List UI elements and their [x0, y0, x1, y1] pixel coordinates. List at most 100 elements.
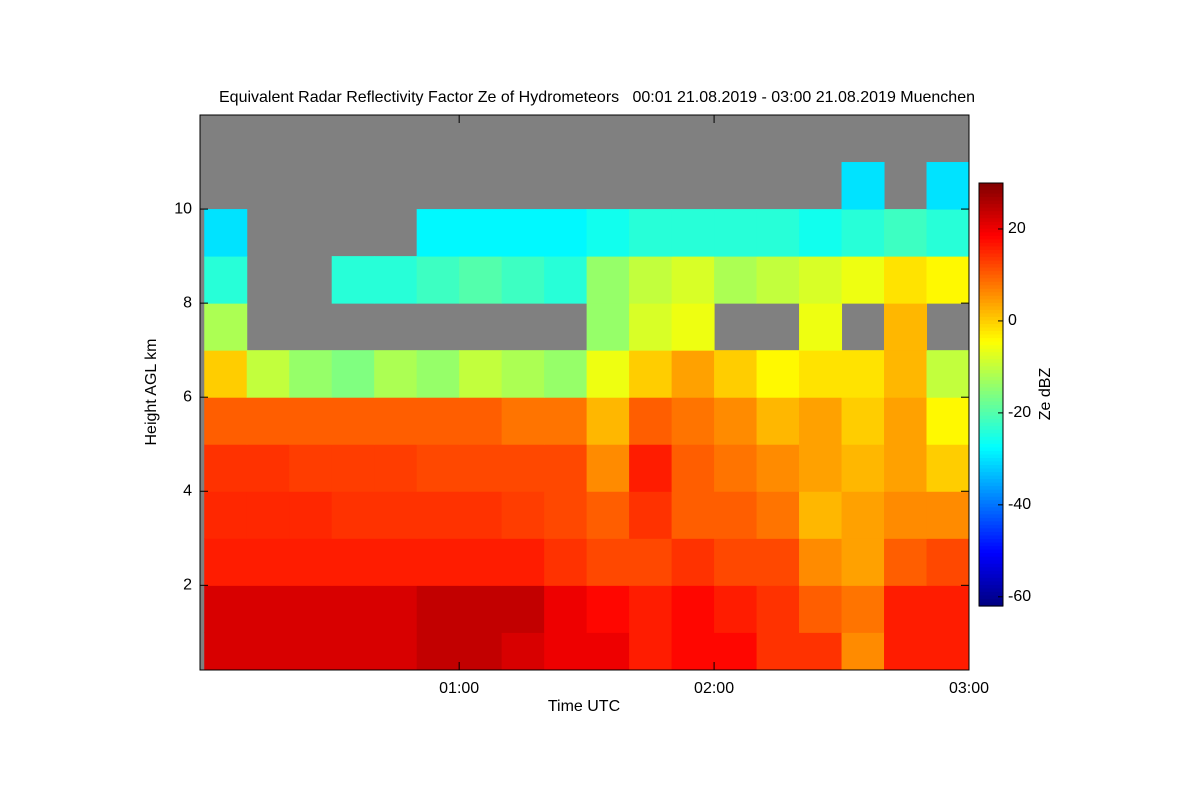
heatmap-cell — [799, 585, 843, 633]
heatmap-cell — [671, 585, 715, 633]
heatmap-cell — [289, 350, 333, 398]
heatmap-cell — [544, 632, 588, 671]
colorbar-segment — [979, 274, 1003, 279]
heatmap-cell — [331, 538, 375, 586]
heatmap-cell — [586, 256, 630, 304]
heatmap-cell — [799, 350, 843, 398]
colorbar-segment — [979, 560, 1003, 565]
heatmap-cell — [756, 444, 800, 492]
colorbar-segment — [979, 422, 1003, 427]
x-axis-label: Time UTC — [548, 698, 620, 715]
heatmap-cell — [629, 538, 673, 586]
heatmap-cell — [459, 350, 503, 398]
colorbar-segment — [979, 295, 1003, 300]
heatmap-cell — [501, 256, 545, 304]
colorbar-segment — [979, 482, 1003, 487]
colorbar-segment — [979, 383, 1003, 389]
colorbar-segment — [979, 316, 1003, 322]
colorbar-segment — [979, 376, 1003, 381]
heatmap-cell — [501, 491, 545, 539]
heatmap-cell — [586, 632, 630, 671]
colorbar-segment — [979, 563, 1003, 568]
colorbar-segment — [979, 225, 1003, 230]
colorbar-segment — [979, 419, 1003, 424]
colorbar-segment — [979, 591, 1003, 597]
colorbar-segment — [979, 468, 1003, 473]
heatmap-cell — [629, 491, 673, 539]
heatmap-cell — [204, 303, 248, 351]
colorbar-segment — [979, 380, 1003, 385]
colorbar-segment — [979, 193, 1003, 198]
heatmap-cell — [416, 397, 460, 445]
heatmap-cell — [926, 162, 970, 210]
heatmap-cell — [671, 491, 715, 539]
heatmap-cell — [756, 350, 800, 398]
heatmap-cell — [926, 538, 970, 586]
colorbar-segment — [979, 412, 1003, 417]
colorbar-segment — [979, 524, 1003, 530]
heatmap-cell — [714, 491, 758, 539]
colorbar-segment — [979, 443, 1003, 448]
colorbar-segment — [979, 546, 1003, 551]
heatmap-cell — [459, 632, 503, 671]
x-tick-label: 01:00 — [439, 680, 479, 697]
heatmap-cell — [289, 538, 333, 586]
colorbar-segment — [979, 278, 1003, 283]
heatmap-cell — [884, 538, 928, 586]
heatmap-cell — [246, 397, 290, 445]
heatmap-cell — [926, 397, 970, 445]
colorbar-label: Ze dBZ — [1037, 368, 1054, 421]
heatmap-cell — [841, 585, 885, 633]
colorbar-segment — [979, 366, 1003, 371]
colorbar-segment — [979, 267, 1003, 272]
heatmap-cell — [884, 397, 928, 445]
y-tick-label: 10 — [174, 200, 192, 217]
heatmap-cell — [714, 444, 758, 492]
heatmap-cell — [331, 491, 375, 539]
colorbar-segment — [979, 338, 1003, 343]
colorbar-segment — [979, 387, 1003, 392]
heatmap-cell — [671, 350, 715, 398]
heatmap-cell — [331, 350, 375, 398]
colorbar-segment — [979, 514, 1003, 519]
colorbar-segment — [979, 503, 1003, 508]
colorbar-segment — [979, 271, 1003, 276]
colorbar-segment — [979, 352, 1003, 357]
colorbar-segment — [979, 355, 1003, 360]
colorbar-segment — [979, 528, 1003, 533]
heatmap-cell — [884, 585, 928, 633]
heatmap-cell — [799, 256, 843, 304]
heatmap-cell — [374, 538, 418, 586]
y-tick-label: 6 — [183, 388, 192, 405]
heatmap-cell — [416, 632, 460, 671]
heatmap-cell — [841, 256, 885, 304]
heatmap-cell — [714, 585, 758, 633]
heatmap-cell — [246, 585, 290, 633]
colorbar-segment — [979, 331, 1003, 336]
heatmap-cell — [671, 397, 715, 445]
colorbar-segment — [979, 299, 1003, 304]
colorbar-segment — [979, 190, 1003, 195]
colorbar-segment — [979, 531, 1003, 537]
heatmap-cell — [544, 209, 588, 257]
colorbar-segment — [979, 183, 1003, 188]
heatmap-cell — [459, 538, 503, 586]
chart-title: Equivalent Radar Reflectivity Factor Ze … — [219, 89, 975, 106]
heatmap-cell — [926, 209, 970, 257]
heatmap-cell — [501, 538, 545, 586]
colorbar-segment — [979, 549, 1003, 554]
heatmap-cell — [544, 538, 588, 586]
colorbar-segment — [979, 345, 1003, 350]
heatmap-cell — [289, 632, 333, 671]
colorbar-segment — [979, 341, 1003, 346]
colorbar-segment — [979, 486, 1003, 491]
heatmap-cell — [841, 444, 885, 492]
colorbar-segment — [979, 500, 1003, 505]
heatmap-cell — [586, 585, 630, 633]
heatmap-cell — [246, 538, 290, 586]
colorbar-segment — [979, 253, 1003, 258]
heatmap-cell — [416, 256, 460, 304]
colorbar-segment — [979, 285, 1003, 290]
heatmap-cell — [756, 209, 800, 257]
